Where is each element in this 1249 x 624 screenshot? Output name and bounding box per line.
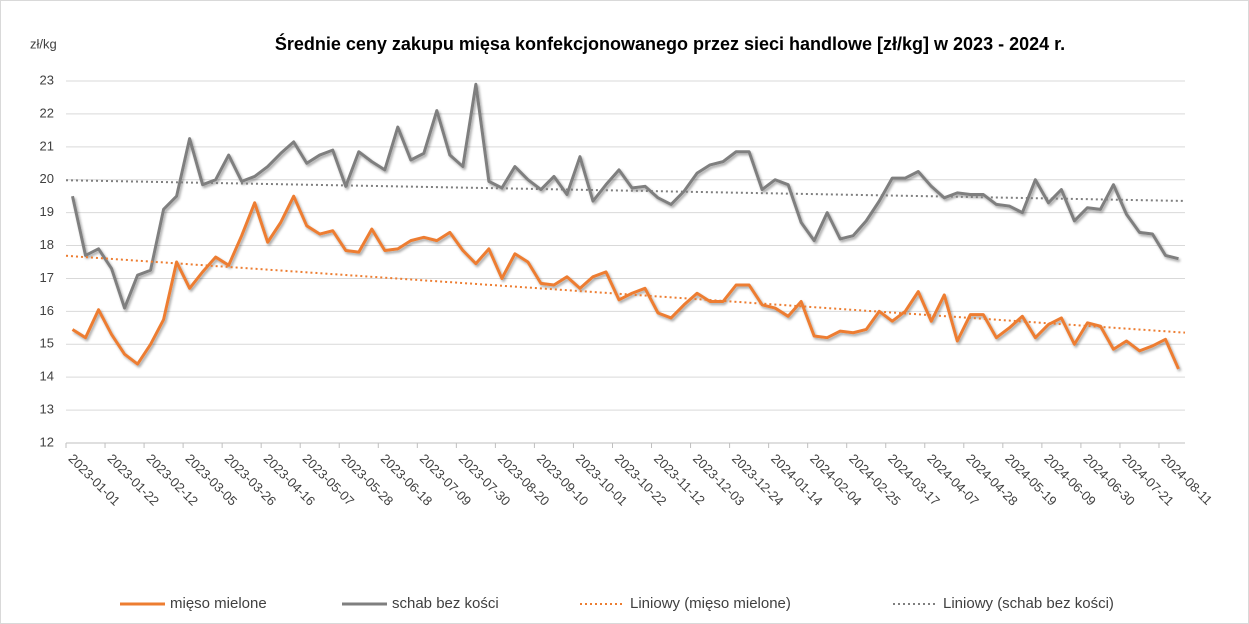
- legend-label: schab bez kości: [392, 595, 499, 612]
- y-axis-label: zł/kg: [30, 36, 57, 51]
- y-tick-label: 12: [40, 434, 54, 449]
- legend-label: Liniowy (mięso mielone): [630, 595, 791, 612]
- y-tick-label: 18: [40, 237, 54, 252]
- y-tick-label: 23: [40, 72, 54, 87]
- trendline: [65, 254, 1186, 334]
- y-tick-label: 13: [40, 402, 54, 417]
- y-tick-label: 14: [40, 369, 54, 384]
- y-tick-label: 21: [40, 138, 54, 153]
- y-tick-label: 20: [40, 171, 54, 186]
- legend-label: mięso mielone: [170, 595, 267, 612]
- trendline: [65, 179, 1186, 202]
- y-tick-label: 16: [40, 303, 54, 318]
- y-tick-label: 15: [40, 336, 54, 351]
- y-tick-label: 19: [40, 204, 54, 219]
- y-tick-label: 22: [40, 105, 54, 120]
- y-tick-label: 17: [40, 270, 54, 285]
- legend-label: Liniowy (schab bez kości): [943, 595, 1114, 612]
- series-line: [71, 194, 1180, 370]
- chart-title: Średnie ceny zakupu mięsa konfekcjonowan…: [275, 33, 1065, 54]
- series-line: [71, 82, 1179, 310]
